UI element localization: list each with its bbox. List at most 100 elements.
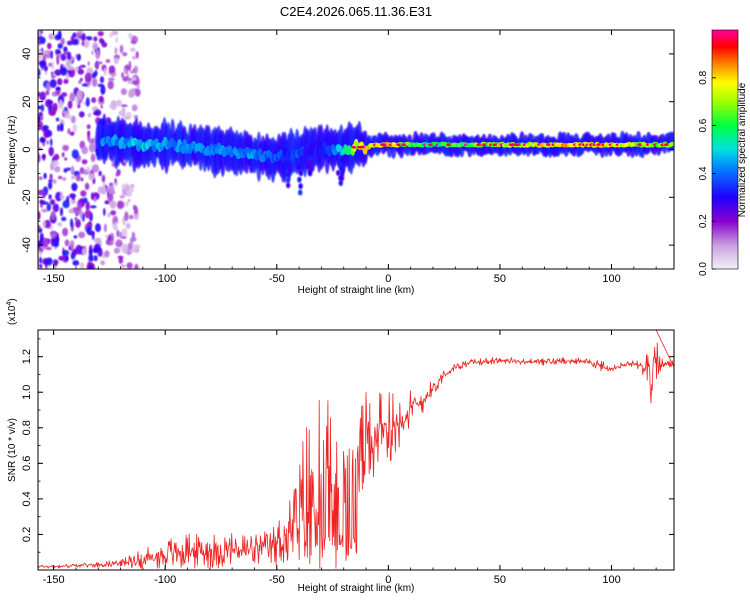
noise-blob (88, 138, 95, 144)
noise-blob (133, 244, 139, 253)
noise-blob (86, 166, 91, 173)
x-tick-label: -100 (154, 574, 176, 586)
noise-blob (43, 128, 50, 139)
svg-text:(x104): (x104) (6, 298, 18, 325)
noise-blob (45, 90, 50, 96)
x-tick-label: 0 (385, 273, 391, 285)
noise-blob (128, 60, 132, 71)
noise-blob (62, 227, 69, 237)
noise-blob (105, 59, 111, 63)
noise-blob (88, 172, 95, 181)
noise-blob (115, 36, 119, 43)
noise-blob (130, 40, 136, 44)
noise-blob (84, 182, 90, 190)
noise-blob (38, 176, 43, 181)
noise-blob (61, 152, 65, 158)
noise-blob (80, 32, 86, 42)
noise-blob (108, 77, 115, 82)
noise-blob (38, 250, 42, 257)
y-tick-label: 1.0 (21, 385, 33, 400)
noise-blob (38, 189, 46, 196)
ridge-core-blob (280, 153, 286, 163)
noise-blob (122, 76, 129, 82)
noise-blob (78, 231, 86, 239)
noise-blob (113, 57, 119, 65)
streak-blob (307, 170, 313, 177)
noise-blob (71, 149, 79, 159)
noise-blob (80, 64, 86, 68)
noise-blob (120, 264, 126, 268)
spectrogram-x-axis-label: Height of straight line (km) (298, 285, 415, 296)
noise-blob (42, 258, 50, 265)
noise-blob (75, 219, 81, 228)
spectrogram-y-axis-label: Frequency (Hz) (7, 116, 18, 185)
noise-blob (38, 30, 41, 38)
noise-blob (69, 240, 75, 250)
streak-blob (298, 170, 304, 177)
x-tick-label: 50 (494, 574, 506, 586)
noise-blob (91, 97, 97, 103)
noise-blob (110, 210, 117, 216)
noise-blob (107, 192, 114, 202)
noise-blob (84, 209, 92, 219)
noise-blob (69, 131, 75, 136)
snr-x-axis-label: Height of straight line (km) (298, 583, 415, 594)
noise-blob (39, 36, 46, 45)
ridge-core-blob (671, 142, 674, 147)
noise-blob (75, 244, 83, 255)
noise-blob (76, 89, 83, 100)
noise-blob (131, 231, 136, 239)
spectrogram-x-ticks: -150 -100 -50 0 50 100 (43, 30, 657, 285)
snr-panel: -150 -100 -50 0 50 100 0.2 0.4 0.6 0.8 1.0 1.2 Hei… (6, 298, 675, 594)
noise-blob (78, 111, 85, 118)
noise-blob (64, 106, 68, 112)
noise-blob (52, 102, 58, 112)
noise-blob (107, 185, 115, 194)
streak-blob (337, 162, 343, 169)
noise-blob (128, 214, 134, 220)
ridge-core-blob (257, 148, 263, 158)
noise-blob (101, 174, 106, 183)
noise-blob (38, 48, 42, 52)
noise-blob (91, 164, 100, 173)
noise-blob (93, 255, 98, 262)
noise-blob (38, 142, 41, 147)
noise-blob (108, 65, 116, 74)
noise-blob (128, 88, 136, 97)
noise-blob (90, 192, 94, 201)
y-tick-label: 1.2 (21, 349, 33, 364)
noise-blob (95, 49, 101, 60)
noise-blob (38, 227, 43, 233)
noise-blob (124, 70, 129, 75)
noise-blob (75, 66, 79, 72)
colorbar-gradient (712, 30, 738, 269)
noise-blob (52, 259, 59, 266)
noise-blob (74, 217, 78, 221)
noise-blob (63, 51, 68, 55)
noise-blob (49, 199, 56, 206)
noise-blob (42, 125, 49, 131)
noise-blob (66, 51, 70, 60)
noise-blob (60, 53, 67, 61)
noise-blob (72, 260, 80, 266)
noise-blob (87, 113, 92, 118)
noise-blob (39, 200, 46, 204)
colorbar-tick-label: 0.2 (698, 214, 709, 228)
noise-blob (124, 185, 130, 192)
colorbar-tick-label: 0.8 (698, 70, 709, 84)
x-tick-label: -150 (43, 273, 65, 285)
noise-blob (133, 65, 139, 74)
noise-blob (114, 47, 118, 54)
noise-blob (85, 201, 90, 211)
noise-blob (72, 123, 78, 133)
noise-blob (112, 215, 119, 225)
x-tick-label: 100 (602, 574, 620, 586)
noise-blob (126, 201, 129, 207)
noise-blob (104, 250, 110, 258)
noise-blob (51, 159, 60, 167)
snr-multiplier-prefix: (x10 (7, 305, 18, 325)
noise-blob (52, 179, 57, 185)
snr-y-axis-label: SNR (10 * v/v) (7, 418, 18, 482)
noise-blob (116, 229, 120, 238)
noise-blob (63, 168, 68, 173)
